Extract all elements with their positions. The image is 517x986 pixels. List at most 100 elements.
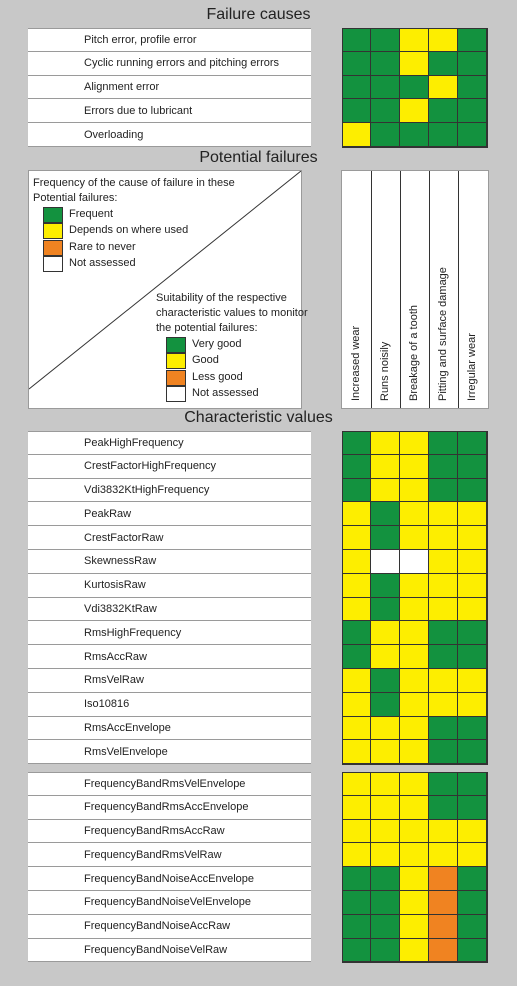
grid-cell	[371, 621, 400, 646]
grid-cell	[342, 621, 371, 646]
grid-cell	[400, 891, 429, 915]
grid-cell	[342, 75, 371, 100]
legend-swatch	[166, 369, 186, 386]
row-label: FrequencyBandRmsAccEnvelope	[84, 801, 249, 814]
legend-label: Depends on where used	[69, 224, 189, 237]
grid-cell	[371, 454, 400, 479]
column-separator	[458, 171, 459, 408]
table-row: RmsAccRaw	[28, 645, 311, 669]
column-header: Increased wear	[350, 325, 362, 401]
grid-cell	[429, 431, 458, 455]
grid-cell	[429, 843, 458, 868]
diagonal-divider	[29, 171, 301, 390]
grid-cell	[400, 716, 429, 741]
grid-cell	[371, 867, 400, 891]
grid-cell	[400, 843, 429, 868]
table-row: Pitch error, profile error	[28, 28, 311, 52]
grid-cell	[429, 891, 458, 915]
grid-cell	[429, 597, 458, 622]
grid-cell	[429, 123, 458, 147]
legend1-heading-line1: Frequency of the cause of failure in the…	[33, 177, 235, 189]
grid-cell	[429, 99, 458, 124]
table-row: RmsVelRaw	[28, 669, 311, 693]
legend-swatch	[43, 223, 63, 240]
grid-cell	[429, 692, 458, 717]
grid-cell	[400, 454, 429, 479]
grid-cell	[429, 478, 458, 503]
column-header: Irregular wear	[466, 333, 478, 401]
row-label: PeakRaw	[84, 507, 132, 520]
row-label: SkewnessRaw	[84, 555, 157, 568]
grid-cell	[371, 28, 400, 52]
grid-cell	[371, 795, 400, 820]
grid-cell	[458, 772, 487, 796]
table-row: RmsAccEnvelope	[28, 716, 311, 741]
grid-cell	[342, 597, 371, 622]
table-row: RmsVelEnvelope	[28, 740, 311, 765]
row-label: PeakHighFrequency	[84, 436, 184, 449]
grid-cell	[342, 692, 371, 717]
column-header: Pitting and surface damage	[437, 267, 449, 401]
grid-cell	[458, 669, 487, 693]
table-row: FrequencyBandNoiseAccEnvelope	[28, 867, 311, 891]
grid-cell	[371, 740, 400, 765]
grid-cell	[342, 99, 371, 124]
grid-cell	[458, 597, 487, 622]
grid-cell	[342, 550, 371, 574]
row-label: Iso10816	[84, 698, 130, 711]
table-row: Vdi3832KtRaw	[28, 597, 311, 622]
grid-cell	[429, 914, 458, 939]
row-label: RmsVelRaw	[84, 674, 144, 687]
row-label: FrequencyBandRmsVelRaw	[84, 848, 222, 861]
table-row: FrequencyBandRmsAccEnvelope	[28, 795, 311, 820]
grid-cell	[458, 716, 487, 741]
grid-cell	[342, 51, 371, 76]
row-label: RmsAccRaw	[84, 650, 147, 663]
legend-label: Frequent	[69, 208, 114, 220]
grid-cell	[400, 526, 429, 550]
grid-cell	[371, 716, 400, 741]
grid-cell	[371, 51, 400, 76]
grid-cell	[371, 123, 400, 147]
row-label: KurtosisRaw	[84, 579, 146, 592]
grid-cell	[400, 502, 429, 527]
grid-cell	[342, 526, 371, 550]
grid-cell	[342, 431, 371, 455]
column-separator	[371, 171, 372, 408]
column-separator	[429, 171, 430, 408]
grid-cell	[458, 914, 487, 939]
grid-cell	[400, 740, 429, 765]
row-label: Vdi3832KtHighFrequency	[84, 483, 210, 496]
grid-cell	[342, 795, 371, 820]
table-row: FrequencyBandNoiseVelEnvelope	[28, 891, 311, 915]
grid-cell	[458, 526, 487, 550]
grid-cell	[429, 669, 458, 693]
table-row: FrequencyBandNoiseVelRaw	[28, 938, 311, 963]
grid-cell	[371, 891, 400, 915]
grid-cell	[342, 502, 371, 527]
grid-cell	[429, 454, 458, 479]
table-row: KurtosisRaw	[28, 573, 311, 598]
table-row: PeakHighFrequency	[28, 431, 311, 455]
table-row: SkewnessRaw	[28, 550, 311, 574]
characteristic-values-title: Characteristic values	[184, 409, 333, 426]
grid-cell	[458, 867, 487, 891]
grid-cell	[342, 454, 371, 479]
grid-cell	[458, 692, 487, 717]
row-label: FrequencyBandNoiseAccRaw	[84, 920, 231, 933]
grid-cell	[342, 573, 371, 598]
legend-swatch	[43, 207, 63, 223]
grid-cell	[371, 431, 400, 455]
grid-cell	[342, 867, 371, 891]
grid-cell	[371, 938, 400, 963]
table-row: Overloading	[28, 123, 311, 147]
grid-cell	[458, 891, 487, 915]
grid-cell	[429, 795, 458, 820]
table-row: Iso10816	[28, 692, 311, 717]
legend2-heading-line3: the potential failures:	[156, 322, 258, 334]
grid-cell	[342, 938, 371, 963]
grid-cell	[400, 669, 429, 693]
grid-cell	[429, 75, 458, 100]
grid-cell	[371, 75, 400, 100]
row-label: Alignment error	[84, 80, 160, 93]
